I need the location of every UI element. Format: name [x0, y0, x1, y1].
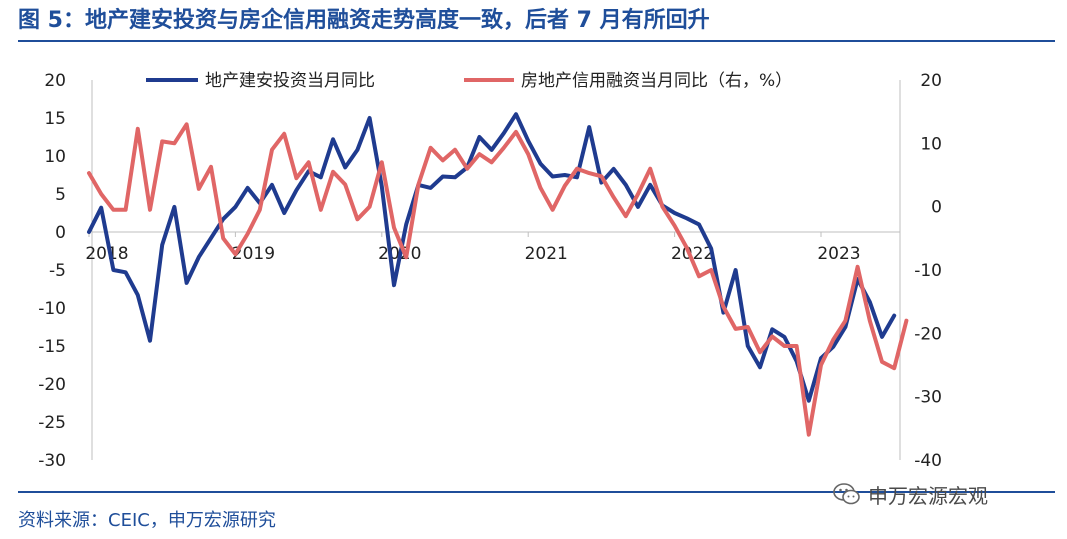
y-left-tick-label: 10	[44, 147, 66, 167]
page-title: 图 5：地产建安投资与房企信用融资走势高度一致，后者 7 月有所回升	[18, 8, 710, 33]
series-line-construction-investment	[87, 112, 897, 403]
y-right-tick-label: 10	[920, 134, 942, 154]
y-left-tick-label: -5	[49, 261, 66, 281]
title-divider	[18, 40, 1055, 42]
y-left-ticks: 20 15 10 5 0 -5 -10 -15 -20 -25 -30	[38, 71, 66, 471]
x-tick-label: 2018	[85, 244, 128, 264]
y-left-tick-label: -15	[38, 337, 66, 357]
y-right-tick-label: -10	[914, 261, 942, 281]
legend-label-series-2: 房地产信用融资当月同比（右，%）	[521, 71, 792, 91]
x-tick-label: 2019	[232, 244, 275, 264]
series-lines	[87, 112, 909, 437]
y-right-tick-label: -40	[914, 451, 942, 471]
source-note: 资料来源：CEIC，申万宏源研究	[18, 510, 276, 531]
y-left-tick-label: -20	[38, 375, 66, 395]
y-right-tick-label: 20	[920, 71, 942, 91]
x-tick-label: 2021	[525, 244, 568, 264]
watermark-text: 申万宏源宏观	[868, 483, 988, 508]
legend: 地产建安投资当月同比 房地产信用融资当月同比（右，%）	[146, 71, 792, 91]
y-right-tick-label: -20	[914, 324, 942, 344]
y-left-tick-label: 5	[55, 185, 66, 205]
wechat-icon	[833, 483, 860, 505]
y-right-tick-label: 0	[931, 198, 942, 218]
y-left-tick-label: 15	[44, 109, 66, 129]
watermark: 申万宏源宏观	[832, 478, 988, 510]
y-left-tick-label: -10	[38, 299, 66, 319]
y-left-tick-label: -25	[38, 413, 66, 433]
y-left-tick-label: 0	[55, 223, 66, 243]
y-left-tick-label: -30	[38, 451, 66, 471]
legend-label-series-1: 地产建安投资当月同比	[205, 71, 375, 91]
footer-divider	[18, 491, 1055, 493]
y-right-ticks: 20 10 0 -10 -20 -30 -40	[914, 71, 942, 471]
y-right-tick-label: -30	[914, 388, 942, 408]
x-tick-label: 2022	[671, 244, 714, 264]
chart-axes	[91, 80, 901, 460]
x-tick-label: 2023	[817, 244, 860, 264]
series-line-credit-financing	[87, 122, 909, 437]
x-ticks: 2018 2019 2020 2021 2022 2023	[85, 232, 861, 264]
y-left-tick-label: 20	[44, 71, 66, 91]
